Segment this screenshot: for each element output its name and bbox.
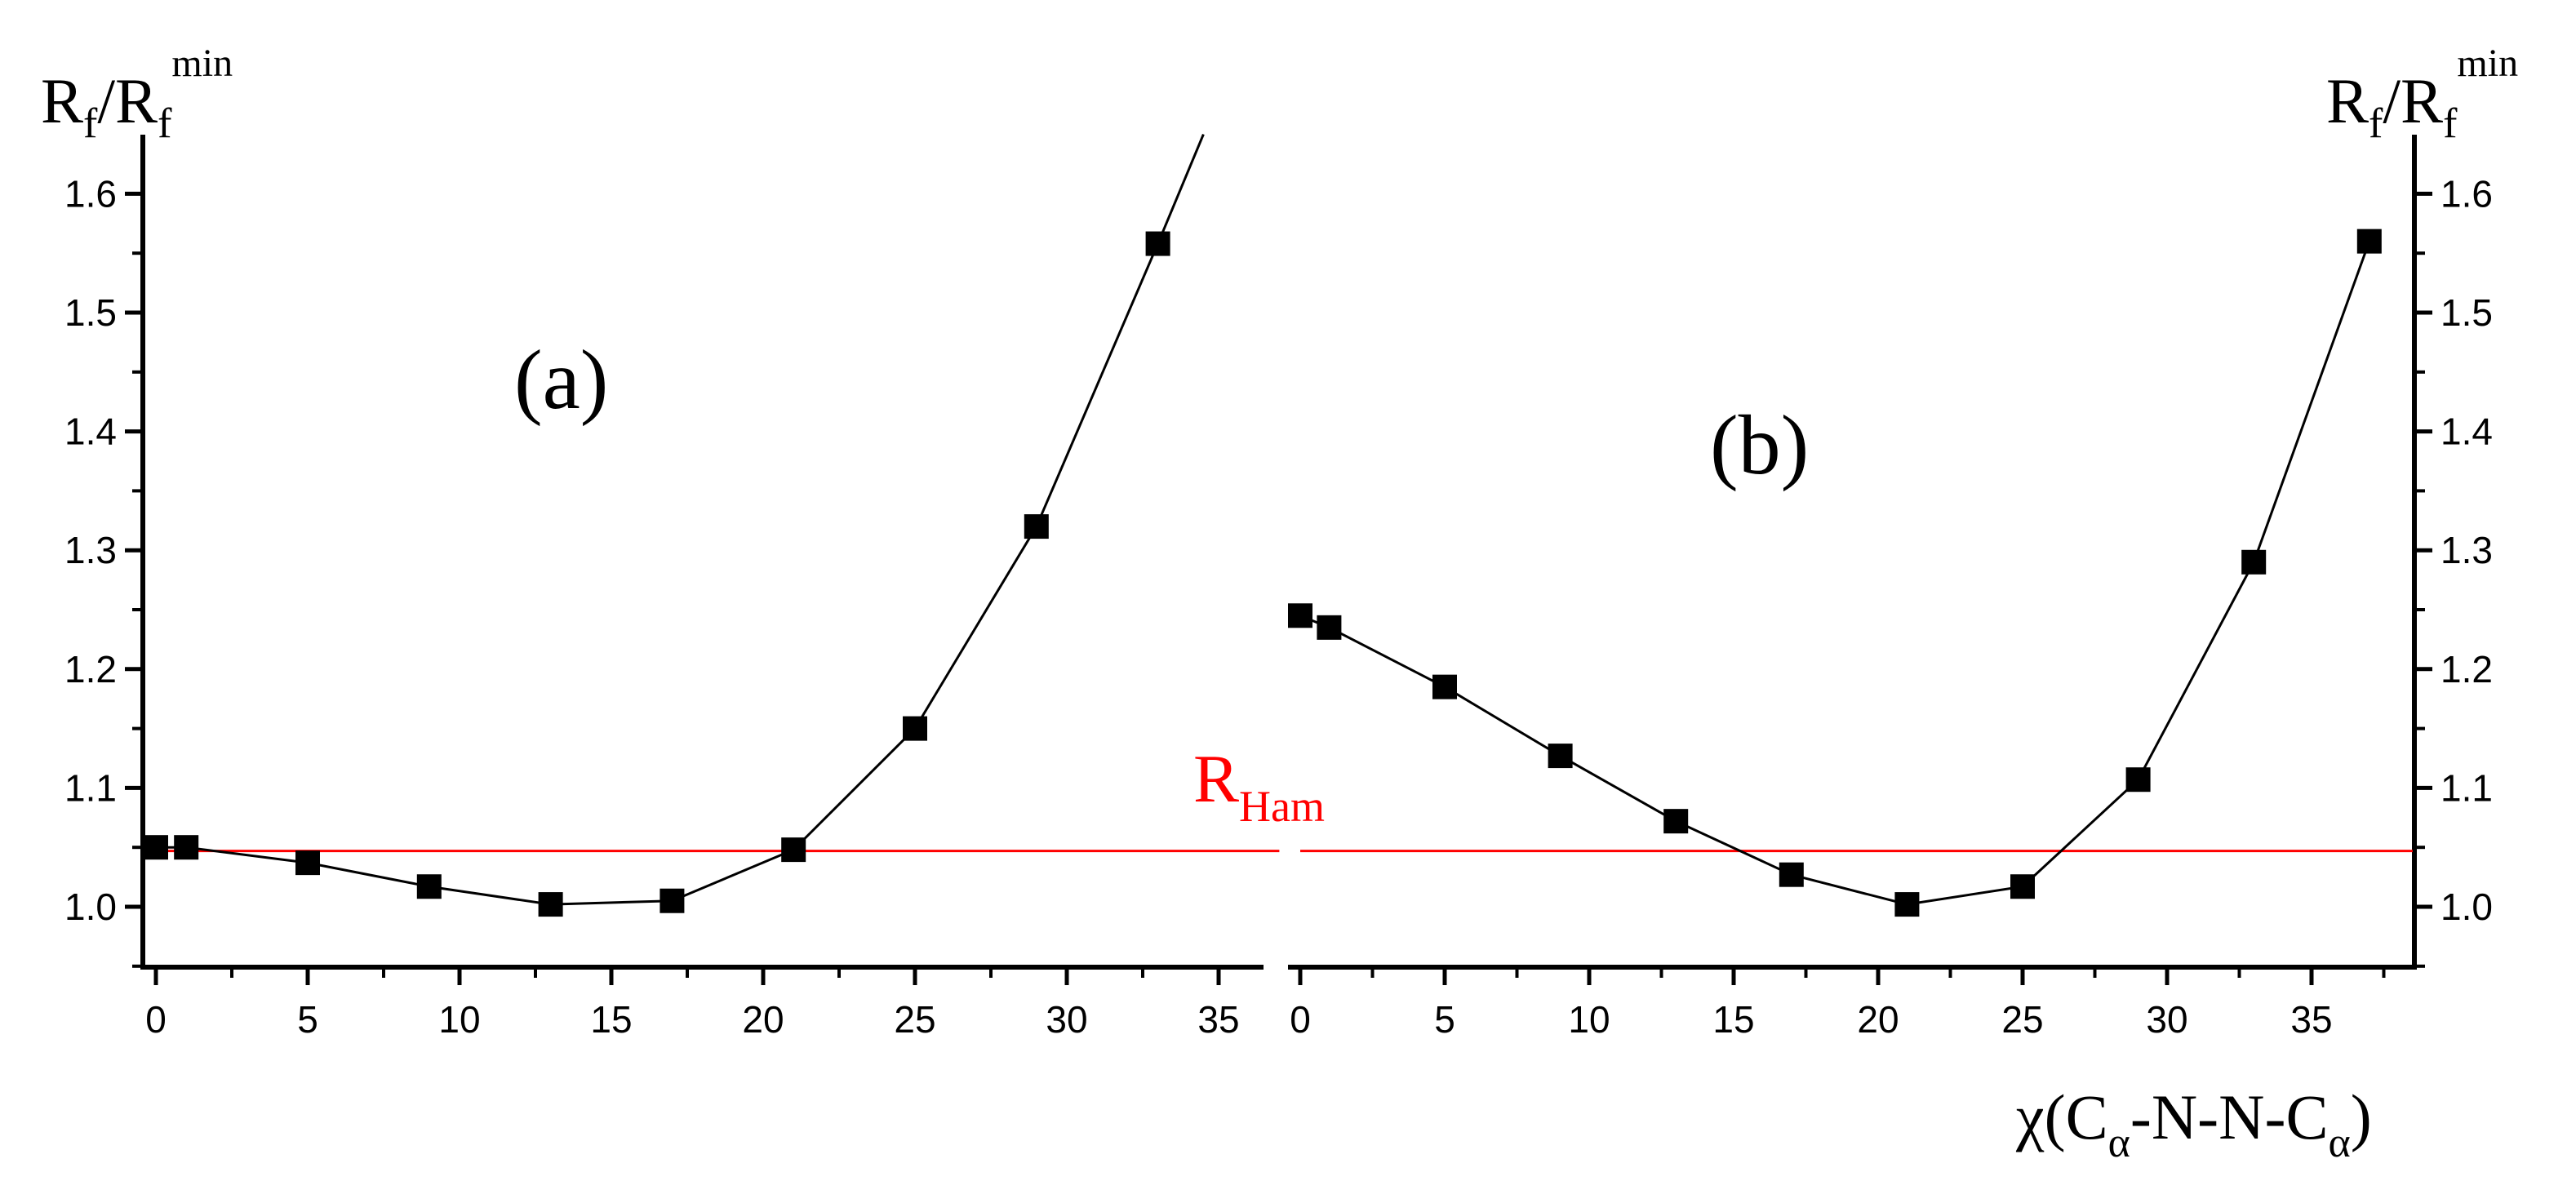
panel-a-x-tick-label: 20 [742,998,784,1041]
panel-a-data-point [660,888,685,913]
panel-b-data-point [1288,603,1312,628]
panel-b-x-tick-label: 5 [1434,998,1455,1041]
panel-a-label: (a) [514,333,608,427]
panel-b-x-tick-label: 35 [2290,998,2332,1041]
panel-b-x-tick-label: 10 [1568,998,1610,1041]
left-y-axis-title: Rf/Rf min [41,42,233,147]
panel-b-y-tick-label: 1.0 [2441,886,2493,928]
panel-b-data-point [1317,615,1342,640]
panel-a-data-point [538,892,563,917]
panel-a-y-tick-label: 1.5 [64,291,117,334]
right-y-title-sup: min [2457,42,2518,85]
panel-b-data-point [2241,549,2267,575]
panel-a-x-tick-label: 0 [145,998,167,1041]
panel-b-ticks: 0 5 10 15 20 25 30 35 1.0 1.1 1.2 1.3 1.4 1.5 1.6 [1290,172,2493,1041]
right-y-title-sep: /R [2383,65,2443,136]
panel-a-x-tick-label: 15 [590,998,632,1041]
panel-b-series [1288,229,2382,917]
panel-a-data-point [903,716,927,741]
panel-a-x-tick-label: 25 [894,998,935,1041]
left-y-title-sup: min [171,42,233,85]
panel-b-x-tick-label: 20 [1857,998,1899,1041]
panel-a-data-point [1145,231,1170,256]
panel-a-x-tick-label: 30 [1046,998,1087,1041]
reference-line-label: RHam [1193,741,1325,831]
panel-b-y-tick-label: 1.6 [2441,172,2493,215]
panel-a-x-tick-label: 5 [297,998,318,1041]
panel-b: 0 5 10 15 20 25 30 35 1.0 1.1 1.2 1.3 1.4 1.5 1.6 (b) [1288,135,2493,1041]
x-axis-title: χ(Cα-N-N-Cα) [2015,1081,2372,1166]
right-y-axis-title: Rf/Rf min [2326,42,2518,147]
panel-a-data-point [295,850,320,876]
right-y-title-sub1: f [2369,100,2383,147]
panel-a-x-tick-label: 10 [438,998,480,1041]
panel-b-data-point [2125,767,2151,793]
panel-a-x-tick-label: 35 [1197,998,1239,1041]
x-title-sub1: α [2108,1120,2130,1166]
panel-b-data-point [2356,229,2382,254]
panel-a: 0 5 10 15 20 25 30 35 1.0 1.1 1.2 1.3 1.4 1.5 1.6 (a) [64,134,1280,1041]
reference-label-sub: Ham [1239,782,1325,831]
left-y-title-sep: /R [97,65,158,136]
right-y-title-sub2: f [2443,100,2458,147]
panel-b-y-tick-label: 1.5 [2441,291,2493,334]
left-y-title-sub1: f [83,100,98,147]
panel-a-y-tick-label: 1.0 [64,886,117,928]
panel-a-y-tick-label: 1.6 [64,172,117,215]
panel-b-label: (b) [1710,398,1809,492]
panel-b-x-tick-label: 30 [2146,998,2187,1041]
x-title-post: ) [2351,1081,2372,1152]
panel-b-y-tick-label: 1.3 [2441,529,2493,571]
panel-b-x-tick-label: 25 [2001,998,2043,1041]
panel-b-x-tick-label: 15 [1712,998,1754,1041]
panel-b-y-tick-label: 1.1 [2441,766,2493,809]
reference-label-main: R [1193,741,1239,817]
panel-b-data-point [1779,862,1804,887]
panel-a-y-tick-label: 1.1 [64,766,117,809]
panel-b-y-tick-label: 1.2 [2441,648,2493,690]
panel-b-data-point [1548,744,1573,769]
panel-a-data-point [781,837,806,863]
panel-a-y-tick-label: 1.3 [64,529,117,571]
panel-a-data-point [144,835,168,860]
panel-b-y-tick-label: 1.4 [2441,411,2493,453]
panel-a-data-point [174,835,199,860]
panel-a-y-tick-label: 1.4 [64,411,117,453]
left-y-title-sub2: f [158,100,172,147]
panel-b-x-tick-label: 0 [1290,998,1311,1041]
panel-b-data-point [2010,874,2035,899]
panel-a-data-point [1024,514,1049,539]
panel-b-data-point [1894,892,1920,917]
x-title-pre: χ(C [2015,1081,2108,1152]
x-title-mid: -N-N-C [2130,1081,2329,1152]
panel-a-ticks: 0 5 10 15 20 25 30 35 1.0 1.1 1.2 1.3 1.4 1.5 1.6 [64,172,1240,1041]
panel-b-data-point [1663,809,1689,834]
x-title-sub2: α [2328,1120,2350,1166]
panel-a-data-point [416,874,442,899]
panel-a-y-tick-label: 1.2 [64,648,117,690]
panel-a-series [144,134,1205,917]
right-y-title-main: R [2326,65,2369,136]
panel-b-series-line [1299,241,2371,906]
panel-b-data-point [1432,674,1457,699]
left-y-title-main: R [41,65,83,136]
